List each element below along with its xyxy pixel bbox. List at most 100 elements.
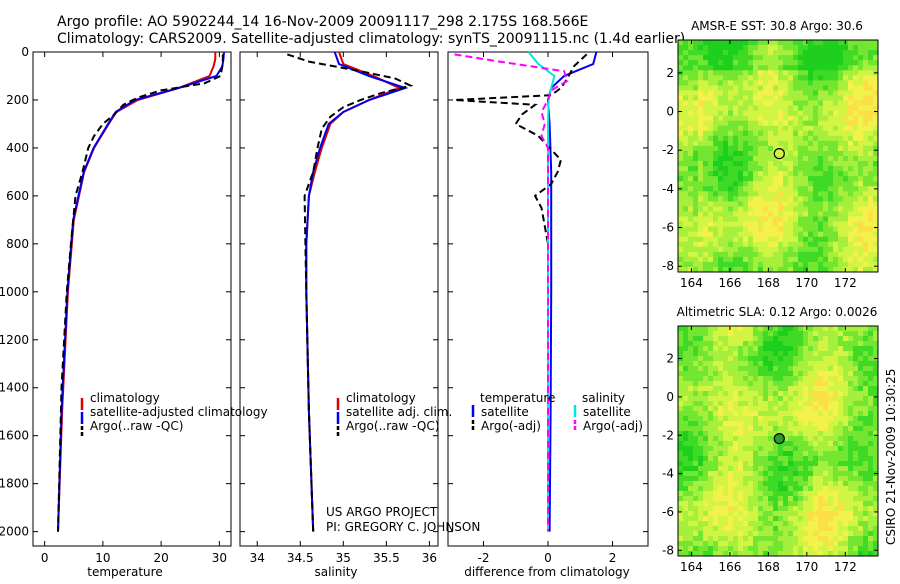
map-cell bbox=[733, 396, 739, 402]
map-cell bbox=[838, 431, 844, 437]
map-cell bbox=[693, 521, 699, 527]
map-cell bbox=[788, 206, 794, 212]
map-cell bbox=[873, 446, 879, 452]
map-cell bbox=[813, 551, 819, 557]
map-cell bbox=[758, 446, 764, 452]
map-cell bbox=[748, 115, 754, 122]
map-cell bbox=[793, 411, 799, 417]
map-cell bbox=[833, 451, 839, 457]
map-cell bbox=[718, 536, 724, 542]
legend-temp-argo-label: Argo(-adj) bbox=[481, 419, 541, 433]
map-cell bbox=[728, 341, 734, 347]
map-cell bbox=[723, 491, 729, 497]
map-cell bbox=[738, 351, 744, 357]
map-cell bbox=[778, 231, 784, 238]
map-cell bbox=[828, 511, 834, 517]
map-cell bbox=[778, 406, 784, 412]
map-cell bbox=[703, 181, 709, 187]
map-cell bbox=[763, 95, 769, 101]
map-cell bbox=[773, 135, 779, 142]
map-cell bbox=[828, 506, 834, 512]
map-cell bbox=[813, 491, 819, 497]
map-cell bbox=[783, 361, 789, 367]
map-cell bbox=[798, 75, 804, 81]
map-cell bbox=[788, 386, 794, 392]
map-cell bbox=[808, 396, 814, 402]
map-cell bbox=[738, 511, 744, 517]
map-cell bbox=[783, 461, 789, 467]
map-cell bbox=[698, 466, 704, 472]
map-cell bbox=[818, 506, 824, 512]
map-cell bbox=[758, 456, 764, 462]
map-cell bbox=[688, 231, 694, 238]
map-cell bbox=[793, 231, 799, 238]
map-cell bbox=[773, 546, 779, 552]
map-cell bbox=[733, 536, 739, 542]
map-cell bbox=[858, 476, 864, 482]
map-cell bbox=[813, 526, 819, 532]
map-cell bbox=[683, 100, 689, 106]
map-cell bbox=[783, 211, 789, 217]
map-cell bbox=[753, 426, 759, 432]
map-cell bbox=[813, 326, 819, 332]
map-cell bbox=[873, 506, 879, 512]
map-cell bbox=[863, 331, 869, 337]
map-cell bbox=[683, 40, 689, 46]
map-cell bbox=[803, 231, 809, 238]
map-cell bbox=[678, 526, 684, 532]
map-cell bbox=[838, 256, 844, 263]
map-cell bbox=[803, 356, 809, 362]
map-cell bbox=[763, 236, 769, 243]
map-cell bbox=[678, 221, 684, 228]
map-cell bbox=[853, 85, 859, 91]
map-cell bbox=[778, 461, 784, 467]
map-cell bbox=[698, 461, 704, 467]
map-cell bbox=[693, 506, 699, 512]
map-cell bbox=[838, 241, 844, 248]
map-cell bbox=[823, 150, 829, 157]
map-cell bbox=[763, 506, 769, 512]
map-cell bbox=[853, 256, 859, 263]
map-cell bbox=[758, 351, 764, 357]
map-cell bbox=[823, 196, 829, 202]
map-cell bbox=[768, 241, 774, 248]
map-cell bbox=[748, 471, 754, 477]
map-cell bbox=[818, 161, 824, 167]
map-cell bbox=[818, 206, 824, 212]
map-cell bbox=[753, 125, 759, 132]
map-cell bbox=[733, 65, 739, 71]
map-cell bbox=[743, 196, 749, 202]
map-cell bbox=[688, 256, 694, 263]
map-cell bbox=[693, 226, 699, 233]
map-cell bbox=[738, 166, 744, 172]
map-cell bbox=[843, 511, 849, 517]
map-cell bbox=[683, 331, 689, 337]
map-cell bbox=[858, 171, 864, 177]
map-cell bbox=[788, 156, 794, 162]
map-cell bbox=[788, 496, 794, 502]
map-cell bbox=[738, 236, 744, 243]
map-cell bbox=[718, 115, 724, 122]
map-cell bbox=[718, 391, 724, 397]
map-cell bbox=[718, 191, 724, 197]
map-cell bbox=[708, 125, 714, 132]
map-cell bbox=[768, 95, 774, 101]
map-cell bbox=[718, 140, 724, 147]
map-cell bbox=[708, 356, 714, 362]
map-cell bbox=[823, 431, 829, 437]
map-cell bbox=[863, 466, 869, 472]
map-cell bbox=[803, 85, 809, 91]
map-cell bbox=[723, 416, 729, 422]
map-cell bbox=[698, 236, 704, 243]
map-cell bbox=[733, 236, 739, 243]
map-cell bbox=[798, 251, 804, 258]
map-cell bbox=[868, 371, 874, 377]
map-cell bbox=[713, 140, 719, 147]
map-cell bbox=[873, 516, 879, 522]
map-cell bbox=[768, 446, 774, 452]
map-cell bbox=[753, 216, 759, 222]
map-cell bbox=[763, 156, 769, 162]
map-cell bbox=[843, 130, 849, 137]
map-cell bbox=[803, 201, 809, 207]
map-cell bbox=[858, 65, 864, 71]
